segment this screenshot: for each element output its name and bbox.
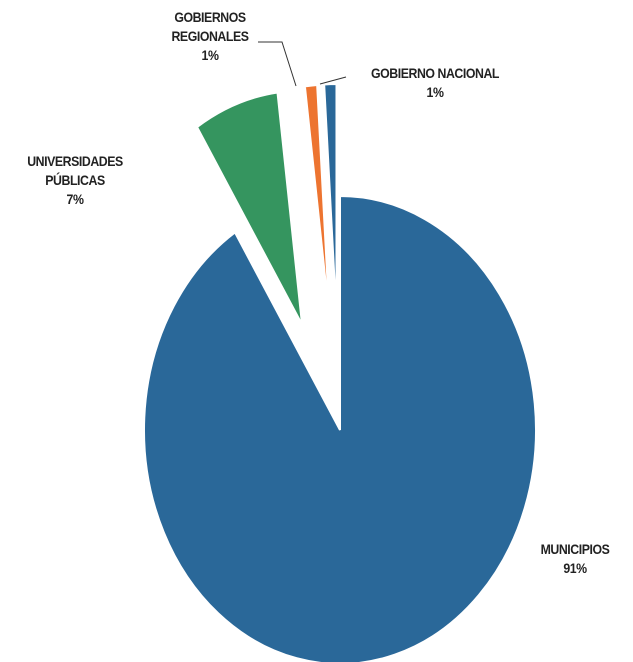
category-label: UNIVERSIDADES PÚBLICAS (27, 153, 123, 188)
category-label: GOBIERNOS REGIONALES (171, 9, 249, 44)
slice-label: MUNICIPIOS 91% (509, 540, 633, 578)
slice-label: GOBIERNOS REGIONALES 1% (157, 8, 263, 65)
leader-line (258, 41, 297, 87)
pie-slice (195, 91, 304, 326)
leader-line (319, 76, 347, 85)
pie-slice (143, 194, 537, 662)
category-label: MUNICIPIOS (540, 541, 610, 557)
value-label: 1% (201, 47, 219, 63)
slice-label: UNIVERSIDADES PÚBLICAS 7% (13, 152, 136, 209)
pie-slice (303, 83, 331, 319)
category-label: GOBIERNO NACIONAL (370, 65, 500, 81)
value-label: 7% (66, 191, 84, 207)
pie-slice (323, 83, 338, 319)
slice-label: GOBIERNO NACIONAL 1% (351, 64, 518, 102)
value-label: 91% (563, 560, 587, 576)
value-label: 1% (426, 84, 444, 100)
